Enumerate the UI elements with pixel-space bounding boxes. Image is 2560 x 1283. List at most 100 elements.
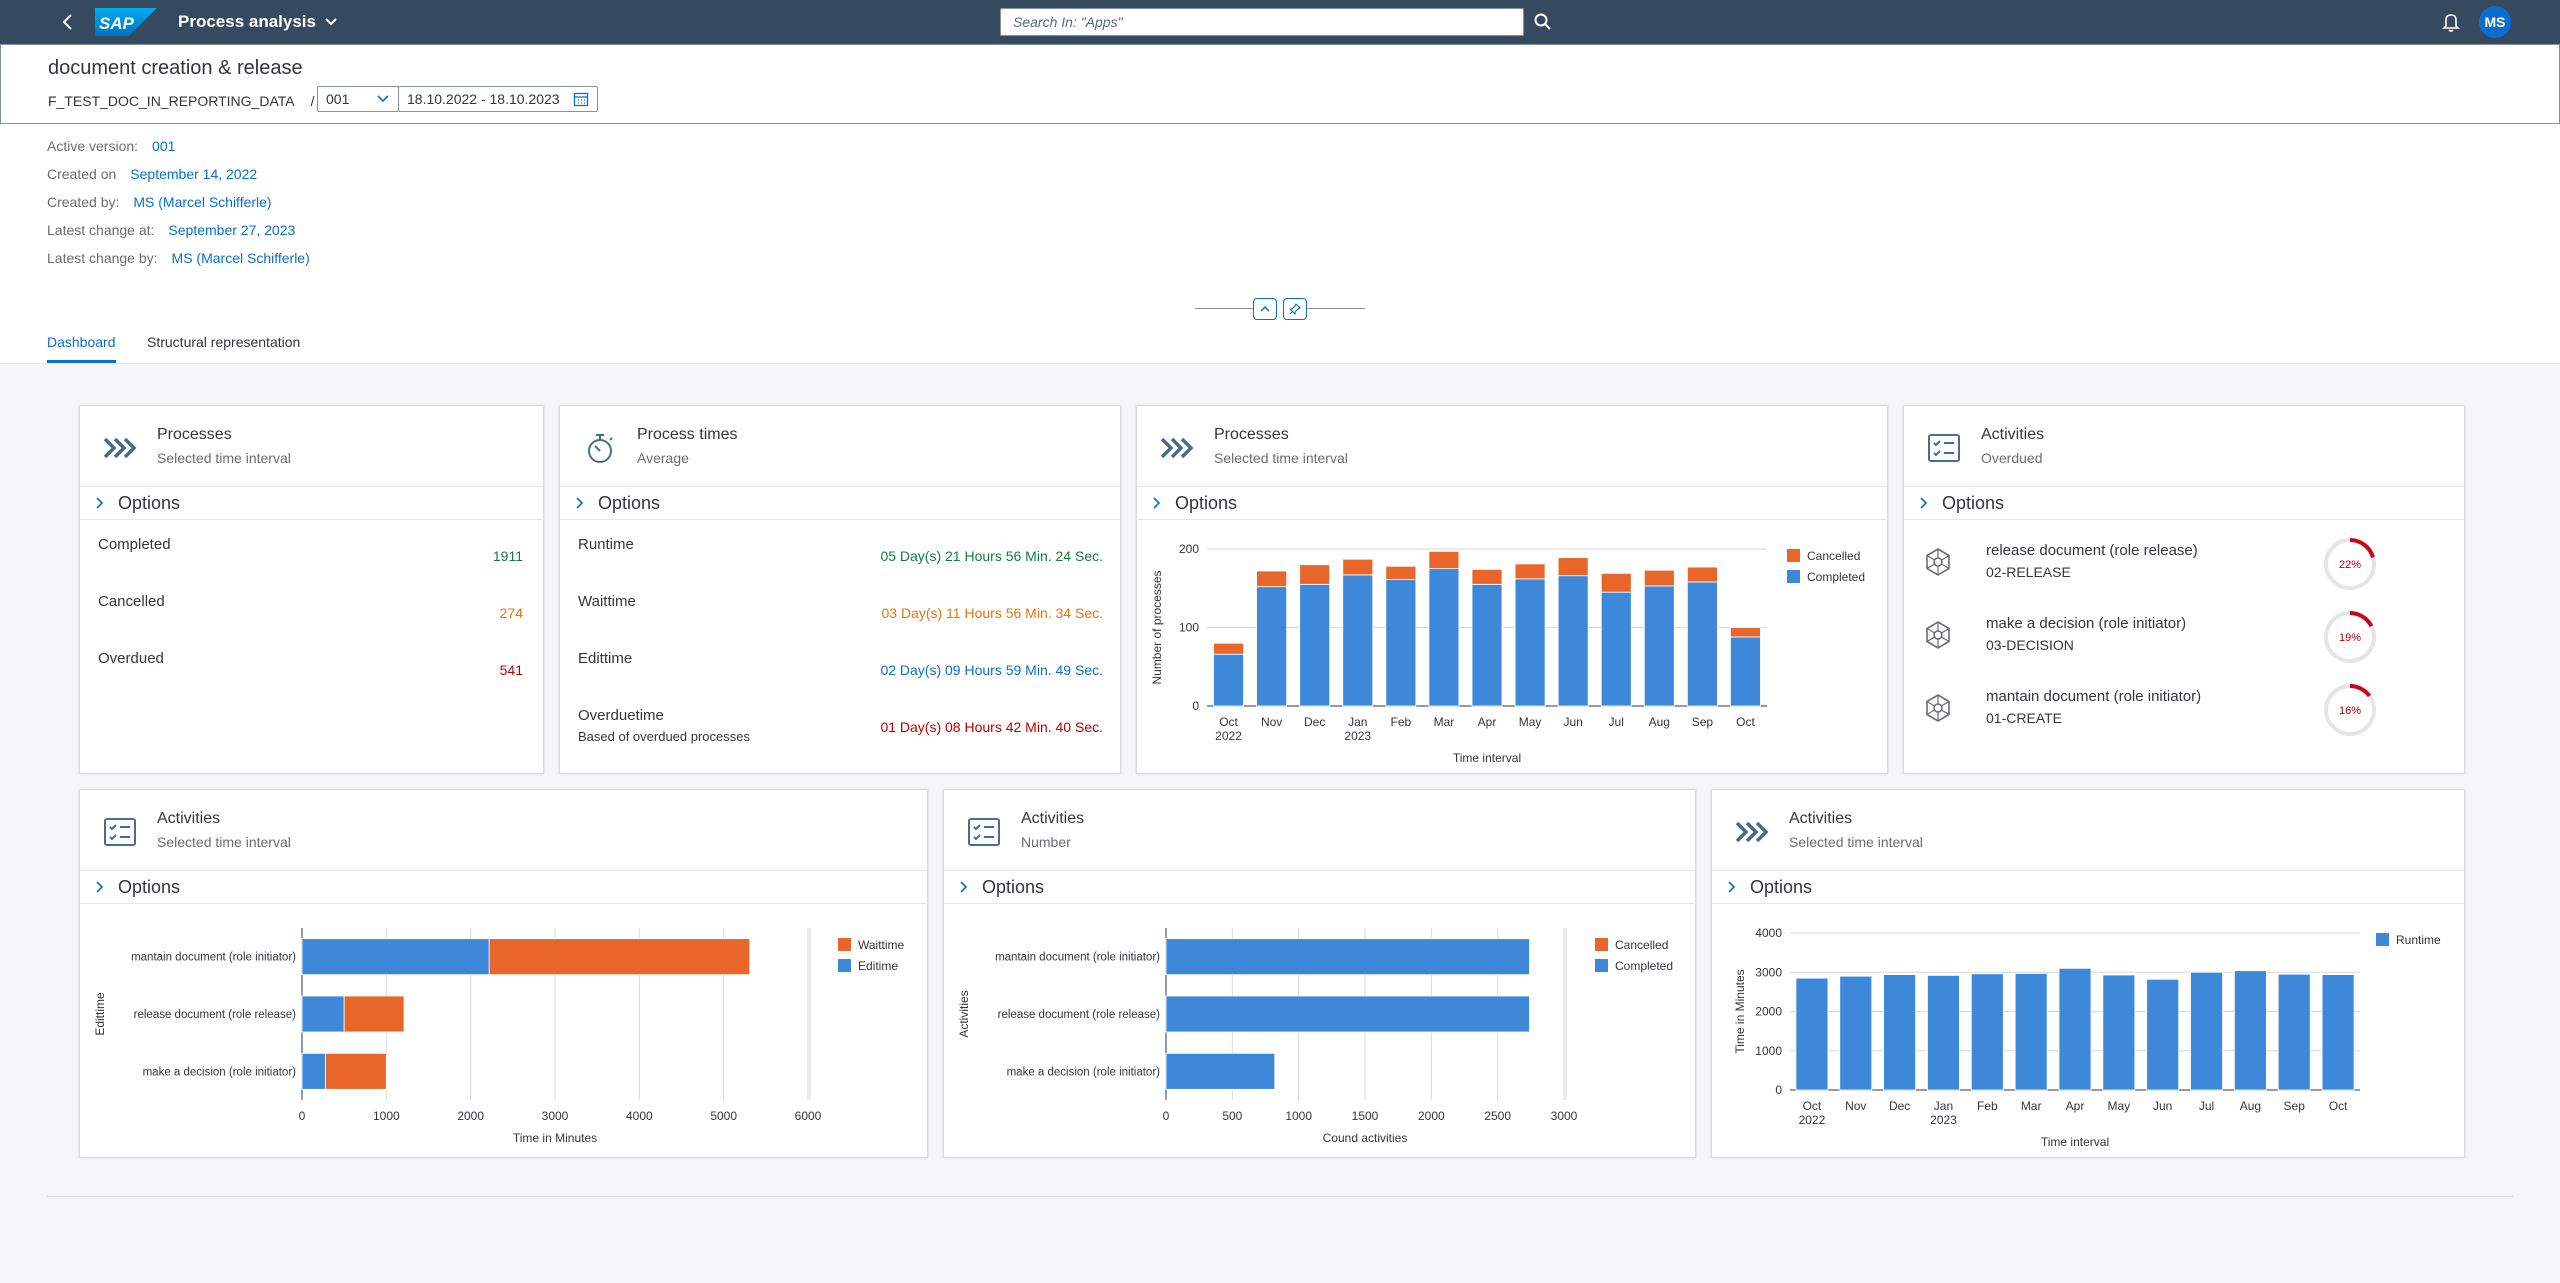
card-title: Processes: [1214, 426, 1289, 443]
divider: [1195, 308, 1253, 309]
options-expander[interactable]: Options: [80, 486, 543, 520]
info-value-link[interactable]: 001: [152, 138, 176, 154]
x-tick-label: 3000: [542, 1109, 569, 1123]
activity-code: 03-DECISION: [1986, 637, 2074, 653]
x-tick-label: Dec: [1304, 715, 1325, 729]
bell-icon[interactable]: [2440, 11, 2462, 33]
x-tick-label: 0: [1163, 1109, 1170, 1123]
chevron-right-icon: [1920, 497, 1928, 509]
avatar[interactable]: MS: [2479, 6, 2511, 38]
options-expander[interactable]: Options: [1712, 870, 2464, 904]
bar-segment: [325, 1052, 387, 1090]
y-tick-label: 2000: [1755, 1005, 1782, 1019]
search-icon[interactable]: [1532, 11, 1554, 33]
card-header[interactable]: Activities Number: [944, 790, 1695, 870]
options-expander[interactable]: Options: [560, 486, 1120, 520]
y-axis-title: Activities: [957, 990, 971, 1037]
info-active-version: Active version: 001: [47, 138, 175, 154]
options-expander[interactable]: Options: [1904, 486, 2464, 520]
x-tick-label: Dec: [1889, 1099, 1910, 1113]
bar-segment: [1428, 568, 1460, 707]
kpi-value: 1911: [492, 548, 523, 564]
time-row-runtime: Runtime 05 Day(s) 21 Hours 56 Min. 24 Se…: [578, 536, 1103, 566]
activity-name: mantain document (role initiator): [1986, 688, 2202, 705]
card-header[interactable]: Processes Selected time interval: [80, 406, 543, 486]
bar-segment: [1686, 581, 1718, 707]
legend-swatch: [1595, 959, 1608, 972]
chevron-down-icon: [377, 95, 389, 103]
info-value-link[interactable]: MS (Marcel Schifferle): [171, 250, 310, 266]
info-value-link[interactable]: September 14, 2022: [130, 166, 258, 182]
bar-segment: [1428, 550, 1460, 570]
time-row-overduetime: Overduetime 01 Day(s) 08 Hours 42 Min. 4…: [578, 707, 1103, 751]
date-range-picker[interactable]: 18.10.2022 - 18.10.2023: [398, 86, 598, 112]
x-axis-title: Time interval: [1453, 751, 1521, 765]
options-expander[interactable]: Options: [80, 870, 927, 904]
kpi-row-completed: Completed 1911: [98, 536, 523, 566]
bar-segment: [1730, 627, 1761, 638]
calendar-icon[interactable]: [573, 91, 589, 107]
bar-segment: [1213, 653, 1244, 707]
info-value-link[interactable]: MS (Marcel Schifferle): [133, 194, 272, 210]
x-tick-label: Oct: [2329, 1099, 2348, 1113]
x-tick-label: Nov: [1845, 1099, 1866, 1113]
options-label: Options: [1942, 492, 2005, 513]
back-icon[interactable]: [56, 10, 80, 34]
bar-segment: [1342, 558, 1374, 576]
tab-structural-representation[interactable]: Structural representation: [147, 334, 301, 350]
x-tick-label: May: [1519, 715, 1542, 729]
bar-segment: [2190, 971, 2223, 1091]
logo-text: SAP: [99, 14, 135, 33]
time-value: 02 Day(s) 09 Hours 59 Min. 49 Sec.: [880, 662, 1103, 678]
pin-header-button[interactable]: [1283, 298, 1307, 320]
sap-logo[interactable]: SAP: [95, 8, 157, 36]
card-header[interactable]: Process times Average: [560, 406, 1120, 486]
kpi-value: 274: [499, 605, 523, 621]
legend-label: Runtime: [2396, 933, 2441, 947]
y-tick-label: 200: [1179, 542, 1199, 556]
time-value: 01 Day(s) 08 Hours 42 Min. 40 Sec.: [880, 719, 1103, 735]
collapse-header-button[interactable]: [1253, 298, 1277, 320]
card-header[interactable]: Activities Selected time interval: [80, 790, 927, 870]
bar-segment: [2058, 967, 2092, 1091]
card-header[interactable]: Activities Overdued: [1904, 406, 2464, 486]
search-input[interactable]: Search In: "Apps": [1000, 8, 1524, 36]
overdue-percent-ring: 22%: [2324, 538, 2376, 590]
bar-segment: [488, 938, 751, 976]
x-tick-label: Sep: [2284, 1099, 2306, 1113]
card-title: Processes: [157, 426, 232, 443]
x-tick-label: Apr: [1478, 715, 1497, 729]
bar-segment: [1213, 642, 1244, 655]
x-tick-label: 500: [1222, 1109, 1242, 1123]
options-expander[interactable]: Options: [1137, 486, 1887, 520]
info-label: Latest change at:: [47, 222, 155, 238]
overdue-activity-item[interactable]: make a decision (role initiator) 03-DECI…: [1922, 609, 2444, 669]
x-tick-label: 6000: [795, 1109, 822, 1123]
x-tick-label: Mar: [1434, 715, 1455, 729]
bar-segment: [2014, 973, 2048, 1091]
bar-segment: [1514, 578, 1546, 707]
version-select[interactable]: 001: [317, 86, 399, 112]
kpi-row-cancelled: Cancelled 274: [98, 593, 523, 623]
x-axis-title: Cound activities: [1323, 1131, 1408, 1145]
chevron-up-icon: [1260, 305, 1270, 312]
info-latest-change-by: Latest change by: MS (Marcel Schifferle): [47, 250, 310, 266]
tab-bar: Dashboard Structural representation: [0, 320, 2560, 364]
info-label: Created on: [47, 166, 117, 182]
bar-segment: [1643, 569, 1675, 587]
overdue-activity-item[interactable]: release document (role release) 02-RELEA…: [1922, 536, 2444, 596]
card-header[interactable]: Processes Selected time interval: [1137, 406, 1887, 486]
info-label: Latest change by:: [47, 250, 158, 266]
info-value-link[interactable]: September 27, 2023: [168, 222, 296, 238]
tab-dashboard[interactable]: Dashboard: [47, 334, 116, 363]
overdue-activity-item[interactable]: mantain document (role initiator) 01-CRE…: [1922, 682, 2444, 742]
pin-icon: [1289, 303, 1301, 315]
options-expander[interactable]: Options: [944, 870, 1695, 904]
kpi-label: Overdued: [98, 650, 164, 667]
app-title-menu[interactable]: Process analysis: [178, 12, 338, 32]
y-tick-label: mantain document (role initiator): [995, 952, 1160, 964]
card-header[interactable]: Activities Selected time interval: [1712, 790, 2464, 870]
x-tick-label: 2000: [1418, 1109, 1445, 1123]
stopwatch-icon: [588, 434, 613, 463]
